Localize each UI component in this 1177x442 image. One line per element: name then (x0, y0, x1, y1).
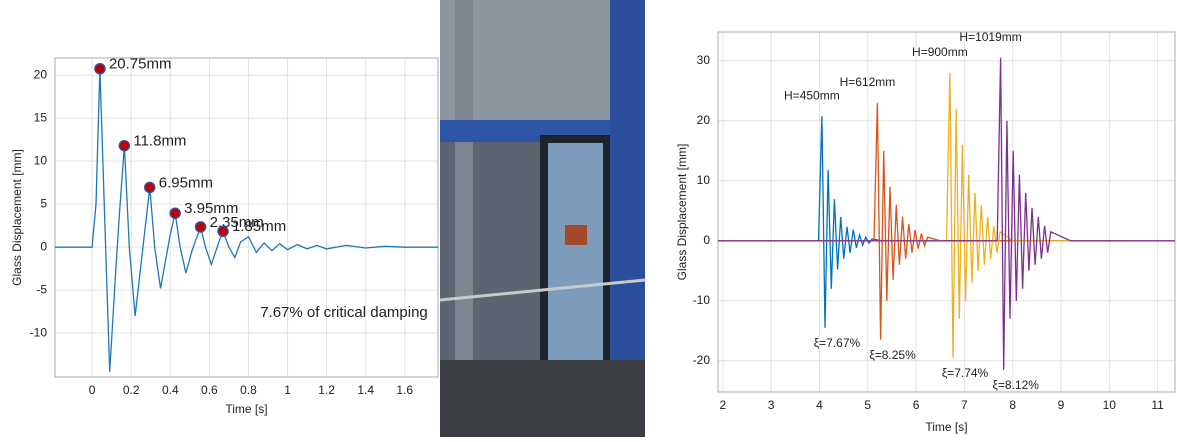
series-label: H=1019mm (959, 30, 1021, 44)
y-tick-label: -10 (30, 325, 48, 339)
x-tick-label: 3 (768, 398, 775, 412)
y-tick-label: 10 (697, 173, 711, 187)
peak-marker (119, 141, 129, 151)
x-tick-label: 6 (913, 398, 920, 412)
y-tick-label: 20 (697, 113, 711, 127)
y-tick-label: 15 (34, 110, 48, 124)
peak-label: 11.8mm (133, 133, 186, 150)
y-tick-label: 5 (40, 196, 47, 210)
damping-label: ξ=8.12% (993, 378, 1040, 392)
series-label: H=900mm (912, 45, 968, 59)
peak-marker (145, 182, 155, 192)
damping-label: ξ=7.74% (942, 366, 989, 380)
series-label: H=612mm (840, 75, 896, 89)
x-tick-label: 0.2 (123, 383, 140, 397)
peak-marker (218, 226, 228, 236)
photo (440, 0, 645, 437)
y-tick-label: 0 (40, 239, 47, 253)
peak-marker (170, 208, 180, 218)
annotation: 7.67% of critical damping (260, 304, 428, 321)
x-tick-label: 1.4 (357, 383, 374, 397)
x-tick-label: 7 (961, 398, 968, 412)
x-axis-label: Time [s] (225, 402, 267, 416)
x-tick-label: 0.6 (201, 383, 218, 397)
damping-label: ξ=7.67% (814, 336, 861, 350)
photo-impactor (565, 225, 587, 245)
page: {"chart_data": [ {"type": "line", "color… (0, 0, 1177, 437)
x-tick-label: 2 (719, 398, 726, 412)
y-axis-label: Glass Displacement [mm] (675, 144, 689, 281)
y-tick-label: -5 (36, 282, 47, 296)
x-axis-label: Time [s] (925, 420, 967, 434)
y-tick-label: 10 (34, 153, 48, 167)
photo-floor (440, 360, 645, 437)
figure: -10-50510152000.20.40.60.811.21.41.6Time… (0, 0, 1177, 437)
damping-label: ξ=8.25% (869, 348, 916, 362)
x-tick-label: 9 (1058, 398, 1065, 412)
peak-label: 20.75mm (109, 56, 172, 73)
x-tick-label: 1 (284, 383, 291, 397)
x-tick-label: 0.4 (162, 383, 179, 397)
y-tick-label: 20 (34, 67, 48, 81)
y-tick-label: -10 (693, 293, 711, 307)
series-label: H=450mm (784, 88, 840, 102)
y-axis-label: Glass Displacement [mm] (10, 149, 24, 286)
peak-marker (95, 64, 105, 74)
y-tick-label: 30 (697, 53, 711, 67)
x-tick-label: 0 (89, 383, 96, 397)
x-tick-label: 11 (1151, 398, 1164, 412)
peak-marker (196, 222, 206, 232)
x-tick-label: 1.2 (318, 383, 335, 397)
x-tick-label: 5 (864, 398, 871, 412)
x-tick-label: 0.8 (240, 383, 257, 397)
x-tick-label: 4 (816, 398, 823, 412)
peak-label: 1.85mm (232, 218, 286, 235)
peak-label: 6.95mm (159, 174, 213, 191)
y-tick-label: -20 (693, 353, 711, 367)
x-tick-label: 8 (1009, 398, 1016, 412)
x-tick-label: 10 (1103, 398, 1117, 412)
y-tick-label: 0 (703, 233, 710, 247)
x-tick-label: 1.6 (396, 383, 413, 397)
